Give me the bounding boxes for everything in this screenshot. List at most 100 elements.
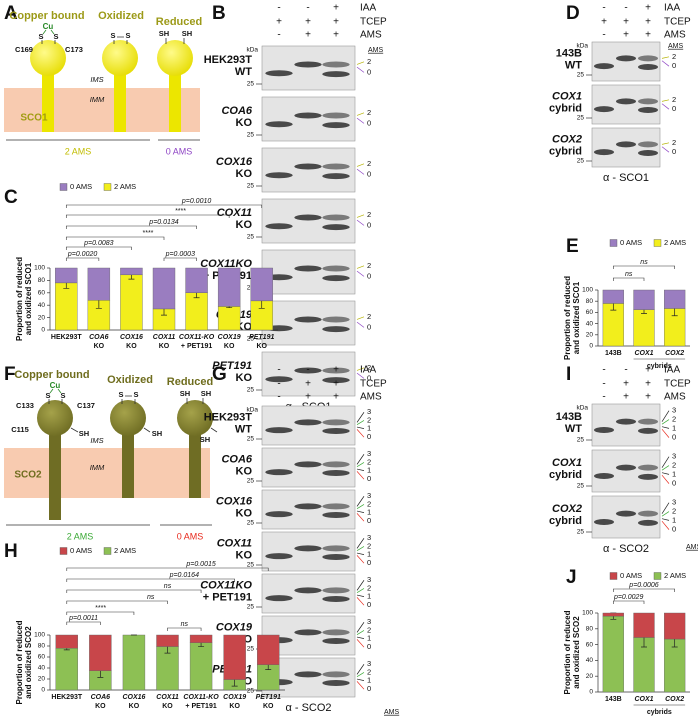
x-tick-label: KO	[256, 343, 267, 350]
y-tick-label: 100	[582, 610, 593, 617]
band-pointer	[661, 426, 670, 429]
band-state-label: 2	[367, 261, 371, 270]
blot-image	[261, 198, 356, 244]
protein-band	[638, 141, 658, 148]
treatment-sign: -	[602, 392, 605, 403]
significance-bracket	[65, 257, 100, 261]
band-state-label: 2	[672, 415, 676, 424]
band-state-label: 0	[367, 432, 371, 441]
band-pointer	[356, 412, 365, 423]
y-tick-label: 40	[586, 320, 594, 327]
significance-bracket	[65, 236, 165, 240]
panel-letter: B	[212, 3, 226, 24]
marker-label: 25	[577, 158, 585, 165]
legend-label: 2 AMS	[114, 182, 136, 191]
residue-label: C133	[16, 401, 34, 410]
protein-band	[322, 511, 350, 518]
band-pointer	[661, 99, 670, 102]
y-axis-label: Proportion of reduced	[563, 610, 572, 694]
band-pointer	[356, 622, 365, 633]
treatment-sign: -	[306, 365, 309, 376]
significance-bracket	[65, 246, 132, 250]
treatment-sign: -	[602, 30, 605, 41]
band-pointer	[661, 474, 670, 484]
marker-label: 25	[247, 520, 255, 527]
treatment-sign: -	[602, 3, 605, 14]
protein-band	[322, 61, 350, 68]
protein-band	[322, 163, 350, 170]
x-tick-label: KO	[229, 703, 240, 710]
protein-band	[322, 419, 350, 426]
sample-label: KO	[236, 465, 253, 477]
protein-band	[322, 637, 350, 644]
band-pointer	[356, 426, 365, 429]
result-label: 0 AMS	[166, 146, 193, 156]
treatment-sign: +	[645, 30, 651, 41]
band-state-label: 0	[367, 600, 371, 609]
band-state-label: 1	[367, 550, 371, 559]
protein-band	[294, 163, 322, 170]
band-state-label: 0	[367, 642, 371, 651]
blot-image	[261, 45, 356, 91]
sample-label: HEK293T	[204, 411, 253, 423]
protein-band	[638, 519, 658, 526]
band-state-label: 3	[367, 659, 371, 668]
protein-band	[322, 214, 350, 221]
thiol-label: SH	[200, 435, 210, 444]
membrane	[4, 88, 200, 132]
panel-letter: H	[4, 541, 18, 562]
significance-label: p=0.0015	[185, 561, 215, 568]
x-tick-label: KO	[162, 703, 173, 710]
marker-label: 25	[247, 562, 255, 569]
x-tick-label: KO	[263, 703, 274, 710]
legend-swatch	[609, 239, 618, 247]
residue-label: C173	[65, 45, 83, 54]
protein-band	[322, 545, 350, 552]
band-pointer	[356, 117, 365, 124]
band-header: AMS	[384, 709, 400, 716]
thiol-bonds	[41, 36, 185, 44]
bar-segment	[120, 274, 143, 331]
stem	[189, 428, 201, 498]
sample-label: HEK293T	[204, 54, 253, 66]
thiol-label: SH	[79, 429, 89, 438]
bar-segment	[189, 634, 213, 643]
sample-label: WT	[235, 423, 252, 435]
significance-label: p=0.0029	[613, 594, 643, 601]
band-state-label: 3	[672, 452, 676, 461]
copper-bonds	[42, 29, 55, 35]
band-pointer	[356, 265, 365, 269]
band-pointer	[661, 520, 670, 530]
band-state-label: 1	[672, 515, 676, 524]
significance-label: p=0.0164	[169, 572, 199, 579]
x-tick-label: COX2	[665, 350, 684, 357]
protein-band	[638, 473, 658, 480]
band-state-label: 0	[367, 322, 371, 331]
stem	[114, 66, 126, 132]
band-pointer	[356, 639, 365, 648]
protein-band	[322, 316, 350, 323]
x-tick-label: COX11-KO	[179, 334, 215, 341]
legend-label: 2 AMS	[664, 238, 686, 247]
antibody-label: α - SCO2	[603, 543, 649, 555]
protein-band	[616, 141, 636, 148]
x-tick-label: COX19	[218, 334, 241, 341]
y-tick-label: 80	[586, 298, 594, 305]
blot-image	[591, 41, 661, 82]
sample-label: + PET191	[203, 591, 252, 603]
bar-segment	[602, 289, 624, 304]
blot-image	[261, 405, 356, 446]
protein-band	[638, 418, 658, 425]
x-tick-label: COX19	[223, 694, 246, 701]
protein-band	[638, 55, 658, 62]
legend-swatch	[59, 183, 68, 191]
significance-bracket	[66, 578, 235, 582]
protein-label: SCO2	[14, 470, 42, 481]
band-header: AMS	[368, 47, 384, 54]
protein-band	[265, 511, 293, 518]
protein-band	[322, 265, 350, 272]
band-pointer	[661, 465, 670, 471]
protein-band	[322, 367, 350, 374]
bar-segment	[120, 267, 143, 276]
